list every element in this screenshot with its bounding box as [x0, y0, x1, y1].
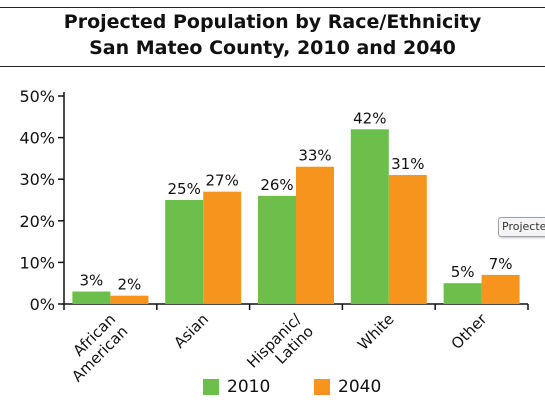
data-label-2040: 27% — [206, 172, 239, 190]
y-tick-label: 10% — [19, 253, 55, 272]
data-label-2010: 26% — [260, 176, 293, 194]
data-label-2010: 3% — [80, 272, 104, 290]
y-tick-label: 50% — [19, 87, 55, 106]
x-category-label-line: White — [354, 310, 398, 354]
x-category-label-line: Asian — [170, 310, 212, 352]
y-tick-label: 0% — [30, 295, 55, 314]
bar-2040 — [110, 295, 149, 304]
x-category-label: AfricanAmerican — [56, 310, 131, 385]
y-tick-label: 20% — [19, 212, 55, 231]
legend: 2010 2040 — [0, 377, 545, 401]
data-label-2010: 25% — [168, 180, 201, 198]
bar-2010 — [443, 283, 482, 304]
x-category-label: Other — [448, 310, 491, 353]
bar-2040 — [203, 191, 242, 304]
legend-label-2010: 2010 — [227, 377, 271, 397]
chart-title-line-2: San Mateo County, 2010 and 2040 — [89, 37, 456, 59]
data-label-2010: 5% — [451, 263, 475, 281]
y-tick-label: 40% — [19, 129, 55, 148]
bar-2040 — [388, 175, 427, 304]
y-tick-label: 30% — [19, 170, 55, 189]
bar-2010 — [165, 200, 204, 304]
x-category-label-line: Other — [448, 310, 491, 353]
bar-2010 — [350, 129, 389, 304]
title-top-rule — [0, 7, 545, 8]
data-label-2040: 2% — [118, 276, 142, 294]
data-label-2040: 31% — [391, 155, 424, 173]
bar-2040 — [296, 166, 334, 304]
x-category-label: White — [354, 310, 398, 354]
data-label-2010: 42% — [353, 109, 386, 127]
legend-swatch-2010 — [203, 379, 219, 395]
legend-item-2010: 2010 — [203, 377, 270, 397]
bar-2010 — [72, 291, 111, 304]
data-label-2040: 7% — [489, 255, 513, 273]
x-category-label: Asian — [170, 310, 212, 352]
legend-swatch-2040 — [314, 379, 330, 395]
legend-item-2040: 2040 — [314, 377, 381, 397]
bar-2040 — [481, 274, 520, 304]
bar-2010 — [258, 195, 296, 304]
tooltip: Projecte — [498, 217, 545, 237]
title-bottom-rule — [0, 66, 545, 67]
legend-label-2040: 2040 — [338, 377, 382, 397]
data-label-2040: 33% — [298, 147, 331, 165]
x-category-label: Hispanic/Latino — [243, 309, 317, 383]
chart-title-line-1: Projected Population by Race/Ethnicity — [63, 11, 482, 33]
